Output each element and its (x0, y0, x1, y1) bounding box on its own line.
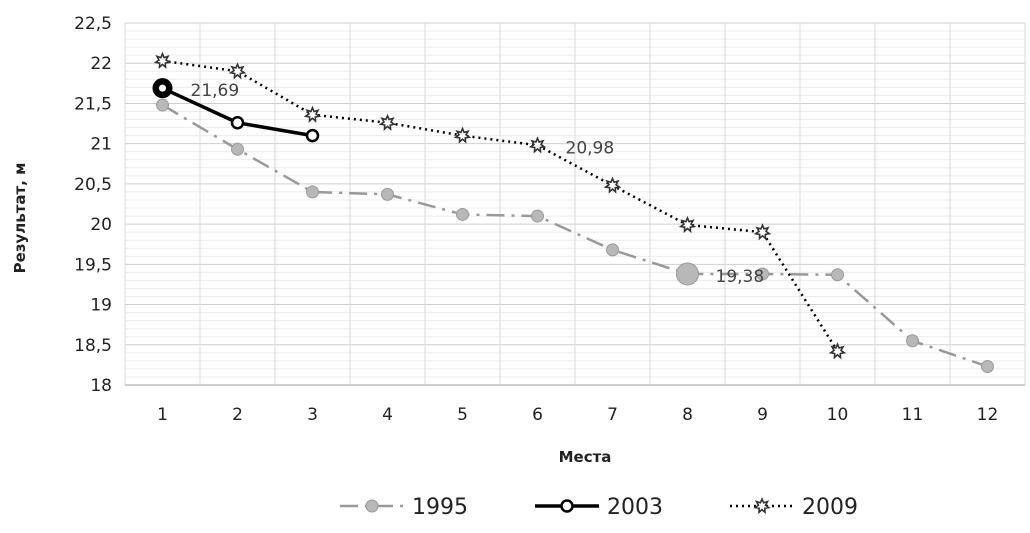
data-label: 21,69 (191, 81, 240, 101)
series-layer (152, 51, 994, 373)
data-point (381, 187, 394, 201)
data-point (231, 142, 244, 156)
data-label: 20,98 (566, 138, 615, 158)
plot-grid (124, 22, 1026, 386)
x-tick-label: 4 (382, 405, 393, 425)
data-point (456, 207, 469, 221)
legend-label: 1995 (412, 495, 468, 520)
x-axis-label: Места (559, 448, 612, 466)
series-2009 (153, 51, 847, 360)
data-point (453, 126, 472, 144)
data-point (906, 334, 919, 348)
legend-item-2003: 2003 (535, 495, 663, 520)
y-tick-label: 21,5 (74, 94, 112, 114)
data-point (606, 243, 619, 257)
x-tick-label: 12 (977, 405, 999, 425)
data-point (756, 267, 769, 281)
x-tick-label: 7 (607, 405, 618, 425)
data-point (305, 128, 320, 143)
data-point (306, 185, 319, 199)
legend-label: 2009 (802, 495, 858, 520)
y-tick-label: 18 (90, 376, 112, 396)
data-point (560, 499, 574, 513)
data-point (528, 136, 547, 154)
series-2003 (152, 78, 320, 143)
data-point (753, 496, 771, 515)
data-point (828, 342, 847, 360)
x-tick-label: 8 (682, 405, 693, 425)
y-axis-label: Результат, м (11, 163, 29, 274)
y-tick-label: 22,5 (74, 14, 112, 34)
data-point (678, 215, 697, 234)
data-point (676, 262, 699, 286)
x-tick-label: 11 (902, 405, 924, 425)
data-label: 19,38 (716, 267, 765, 287)
data-point-core (159, 84, 166, 92)
y-axis-ticks: 18 18,5 19 19,5 20 20,5 21 21,5 22 22,5 (74, 14, 112, 396)
y-tick-label: 21 (90, 135, 112, 155)
x-axis-ticks: 1 2 3 4 5 6 7 8 9 10 11 12 (157, 405, 998, 425)
y-tick-label: 20 (90, 215, 112, 235)
data-point (156, 98, 169, 112)
legend-item-2009: 2009 (730, 495, 858, 520)
y-tick-label: 18,5 (74, 336, 112, 356)
legend-label: 2003 (607, 495, 663, 520)
data-point (153, 51, 172, 69)
x-tick-label: 10 (827, 405, 849, 425)
data-point (365, 499, 379, 513)
data-point (378, 113, 397, 131)
y-tick-label: 20,5 (74, 175, 112, 195)
data-point (753, 223, 772, 241)
y-tick-label: 22 (90, 54, 112, 74)
y-tick-label: 19,5 (74, 255, 112, 275)
data-point (228, 62, 247, 80)
data-labels: 21,69 20,98 19,38 (191, 81, 765, 287)
x-tick-label: 6 (532, 405, 543, 425)
data-point (981, 359, 994, 373)
data-point (230, 116, 245, 130)
x-tick-label: 5 (457, 405, 468, 425)
data-point (831, 268, 844, 282)
x-tick-label: 1 (157, 405, 168, 425)
x-tick-label: 9 (757, 405, 768, 425)
legend-item-1995: 1995 (340, 495, 468, 520)
data-point (531, 209, 544, 223)
legend: 1995 2003 2009 (340, 495, 858, 520)
x-tick-label: 3 (307, 405, 318, 425)
x-tick-label: 2 (232, 405, 243, 425)
series-1995 (156, 98, 994, 373)
data-point (603, 176, 622, 194)
y-tick-label: 19 (90, 296, 112, 316)
data-point (303, 105, 322, 123)
